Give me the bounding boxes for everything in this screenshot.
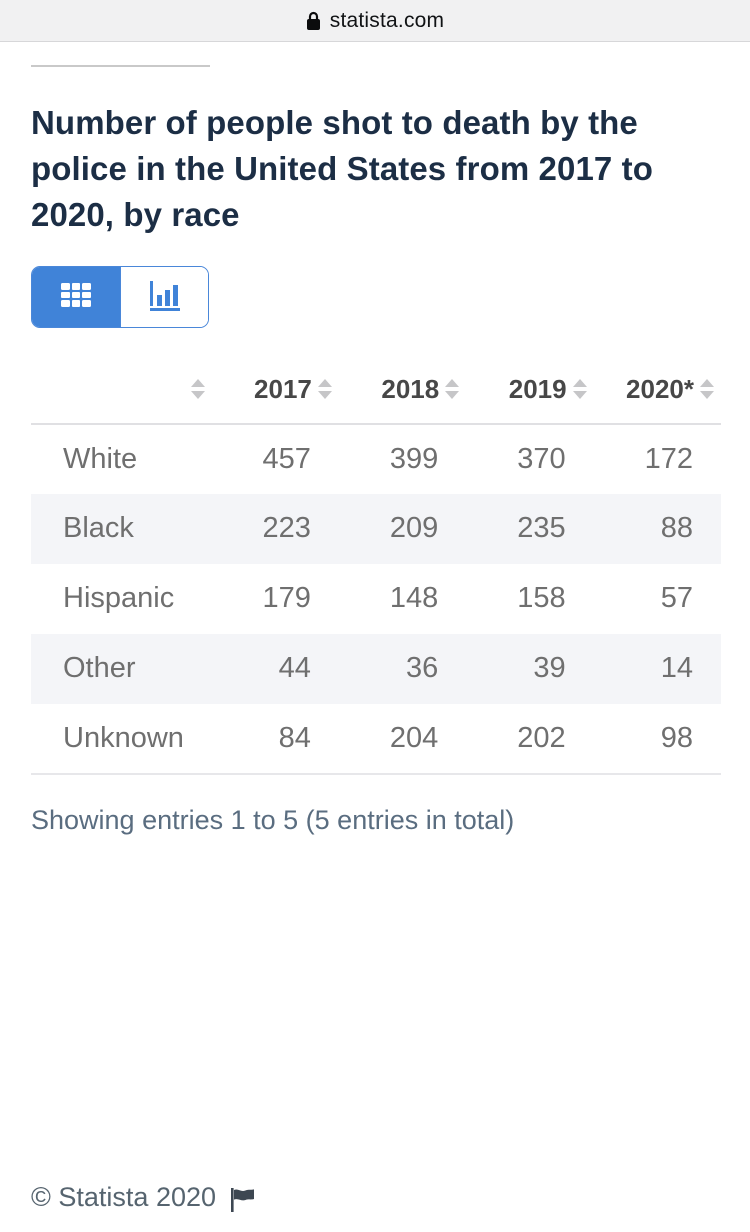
page-footer: © Statista 2020 [31,1182,255,1213]
row-label: Unknown [31,703,212,775]
column-header-2017[interactable]: 2017 [211,355,339,425]
copyright-text: © Statista 2020 [31,1182,217,1212]
table-row: Other 44 36 39 14 [31,633,721,704]
cell-value: 223 [262,512,311,545]
column-header-2019[interactable]: 2019 [466,355,594,425]
cell-value: 14 [660,652,693,685]
chart-view-button[interactable] [120,266,208,327]
url-text: statista.com [329,8,445,32]
cell-value: 172 [644,442,693,475]
data-table: 2017 2018 2019 [31,355,721,775]
cell-value: 209 [389,512,439,545]
cell-value: 57 [660,582,693,615]
cell-value: 158 [517,582,566,615]
sort-arrows-icon [444,379,460,400]
flag-icon[interactable] [230,1187,255,1212]
sort-arrows-icon [317,379,333,400]
column-header-2018[interactable]: 2018 [338,355,467,425]
cell-value: 98 [593,703,721,775]
row-label: Other [63,652,136,685]
row-label: Hispanic [63,582,175,615]
showing-entries-status: Showing entries 1 to 5 (5 entries in tot… [31,804,515,835]
view-toggle [31,265,209,328]
cell-value: 84 [211,703,339,775]
column-header-label: 2020* [626,373,694,404]
page-title: Number of people shot to death by the po… [31,104,653,234]
cell-value: 399 [389,442,439,475]
sort-arrows-icon [699,379,715,400]
table-row: Unknown 84 204 202 98 [31,703,721,775]
cell-value: 370 [517,442,566,475]
cell-value: 44 [278,652,311,685]
divider-rule [31,65,210,67]
table-row: Hispanic 179 148 158 57 [31,564,721,634]
column-header-label: 2018 [381,373,440,404]
cell-value: 204 [338,703,467,775]
sort-arrows-icon [190,379,206,400]
column-header-race[interactable] [31,355,212,425]
cell-value: 36 [405,652,439,685]
column-header-2020[interactable]: 2020* [593,355,721,425]
cell-value: 39 [533,652,566,685]
lock-icon [306,11,321,31]
cell-value: 148 [389,582,439,615]
table-row: Black 223 209 235 88 [31,493,721,564]
cell-value: 457 [262,442,311,475]
cell-value: 88 [660,512,693,545]
column-header-label: 2017 [254,373,312,404]
cell-value: 179 [262,582,311,615]
row-label: White [63,442,138,475]
row-label: Black [63,512,134,545]
table-grid-icon [59,281,93,312]
browser-address-bar[interactable]: statista.com [0,0,750,42]
cell-value: 235 [517,512,566,545]
table-header: 2017 2018 2019 [31,355,721,425]
table-row: White 457 399 370 172 [31,424,721,494]
cell-value: 202 [466,703,594,775]
bar-chart-icon [147,279,183,314]
column-header-label: 2019 [508,373,567,404]
sort-arrows-icon [572,379,588,400]
table-view-button[interactable] [32,266,120,327]
